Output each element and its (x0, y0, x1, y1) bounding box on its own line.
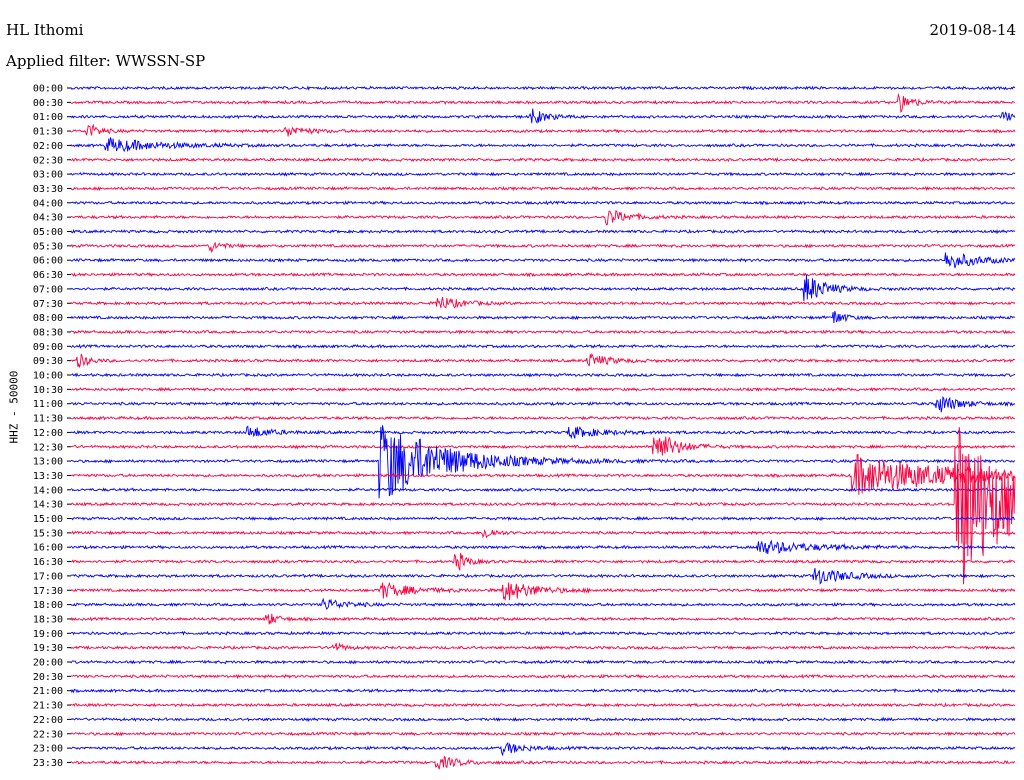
row-time-label: 09:30 (33, 356, 63, 367)
trace-row (70, 425, 1016, 440)
trace-row (70, 553, 1016, 571)
trace-row (70, 642, 1016, 652)
trace-row (70, 210, 1016, 226)
row-time-label: 07:30 (33, 299, 63, 310)
row-time-label: 03:30 (33, 184, 63, 195)
row-time-label: 23:00 (33, 744, 63, 755)
trace-row (70, 702, 1016, 708)
row-time-label: 11:00 (33, 399, 63, 410)
trace-row (70, 453, 1016, 495)
row-time-label: 10:00 (33, 371, 63, 382)
filter-label: Applied filter: WWSSN-SP (6, 52, 206, 70)
trace-row (70, 755, 1016, 770)
trace-row (70, 515, 1016, 522)
trace-row (70, 528, 1016, 539)
trace-row (70, 92, 1016, 113)
row-time-label: 16:00 (33, 543, 63, 554)
row-time-label: 07:00 (33, 284, 63, 295)
row-time-label: 06:00 (33, 256, 63, 267)
row-time-label: 18:00 (33, 600, 63, 611)
trace-row (70, 673, 1016, 680)
row-time-label: 22:00 (33, 715, 63, 726)
station-title: HL Ithomi (6, 21, 84, 39)
trace-row (70, 296, 1016, 309)
trace-row (70, 200, 1016, 206)
trace-row (70, 395, 1016, 413)
row-time-label: 17:30 (33, 586, 63, 597)
row-time-label: 16:30 (33, 557, 63, 568)
row-time-label: 05:00 (33, 227, 63, 238)
row-time-label: 15:00 (33, 514, 63, 525)
row-time-label: 00:30 (33, 98, 63, 109)
row-time-label: 04:00 (33, 198, 63, 209)
trace-row (71, 386, 1016, 392)
row-time-label: 02:00 (33, 141, 63, 152)
trace-row (70, 731, 1016, 737)
row-time-label: 19:30 (33, 643, 63, 654)
row-time-label: 20:30 (33, 672, 63, 683)
row-time-label: 11:30 (33, 414, 63, 425)
row-time-label: 23:30 (33, 758, 63, 769)
row-time-label: 12:30 (33, 442, 63, 453)
trace-row (70, 343, 1016, 349)
row-time-label: 13:30 (33, 471, 63, 482)
date-label: 2019-08-14 (929, 21, 1016, 39)
trace-row (70, 272, 1016, 278)
row-time-label: 01:30 (33, 127, 63, 138)
row-time-label: 13:00 (33, 457, 63, 468)
trace-row (70, 487, 1016, 493)
trace-row (70, 85, 1016, 91)
row-time-label: 22:30 (33, 729, 63, 740)
row-time-label: 20:00 (33, 658, 63, 669)
row-time-label: 21:30 (33, 701, 63, 712)
row-time-label: 04:30 (33, 213, 63, 224)
trace-row (70, 352, 1016, 368)
row-time-label: 08:00 (33, 313, 63, 324)
row-time-label: 12:00 (33, 428, 63, 439)
trace-row (70, 597, 1016, 611)
trace-row (70, 436, 1016, 456)
trace-row (70, 716, 1016, 722)
row-time-label: 02:30 (33, 155, 63, 166)
row-time-label: 03:00 (33, 170, 63, 181)
row-time-label: 17:00 (33, 571, 63, 582)
trace-row (70, 108, 1016, 125)
trace-row (70, 274, 1016, 302)
row-time-label: 15:30 (33, 528, 63, 539)
trace-row (70, 171, 1016, 177)
trace-row (70, 539, 1016, 554)
row-time-label: 19:00 (33, 629, 63, 640)
trace-row (70, 228, 1016, 235)
trace-row (70, 630, 1016, 636)
row-time-label: 18:30 (33, 614, 63, 625)
trace-row (70, 241, 1016, 254)
trace-row (70, 185, 1016, 192)
trace-row (70, 568, 1016, 585)
trace-row (70, 372, 1016, 378)
trace-row (70, 688, 1016, 694)
row-time-label: 09:00 (33, 342, 63, 353)
row-time-label: 05:30 (33, 241, 63, 252)
trace-row (70, 659, 1016, 665)
trace-row (70, 742, 1016, 757)
trace-row (70, 252, 1016, 269)
trace-row (70, 613, 1016, 625)
trace-row (70, 581, 1016, 601)
trace-row (70, 329, 1016, 335)
trace-row (70, 310, 1016, 324)
row-time-label: 01:00 (33, 112, 63, 123)
trace-row (70, 415, 1016, 421)
trace-row (70, 123, 1016, 137)
row-time-label: 06:30 (33, 270, 63, 281)
row-time-label: 08:30 (33, 327, 63, 338)
row-time-label: 14:30 (33, 500, 63, 511)
row-time-label: 21:00 (33, 686, 63, 697)
trace-row (70, 427, 1016, 585)
row-time-label: 14:00 (33, 485, 63, 496)
trace-row (70, 137, 1016, 153)
trace-row (70, 156, 1016, 163)
row-time-label: 10:30 (33, 385, 63, 396)
row-time-label: 00:00 (33, 84, 63, 95)
